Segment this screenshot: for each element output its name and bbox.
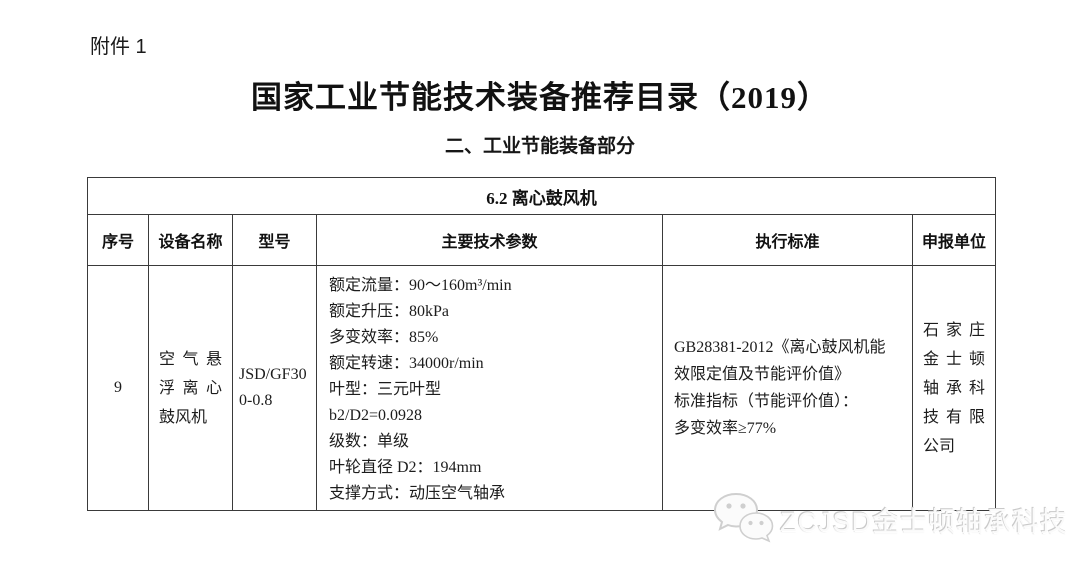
cell-device-name: 空气悬浮离心鼓风机 [148, 265, 233, 511]
watermark: ZCJSD金士顿轴承科技 [712, 490, 1068, 548]
cell-standard: GB28381-2012《离心鼓风机能效限定值及节能评价值》 标准指标（节能评价… [662, 265, 913, 511]
standard-line: GB28381-2012《离心鼓风机能效限定值及节能评价值》 [674, 339, 886, 383]
table-section-header: 6.2 离心鼓风机 [86, 177, 997, 215]
table-section-row: 6.2 离心鼓风机 [86, 177, 997, 215]
col-header-model: 型号 [232, 214, 317, 266]
col-header-device-name: 设备名称 [148, 214, 233, 266]
watermark-text: ZCJSD金士顿轴承科技 [780, 506, 1068, 537]
attachment-label: 附件 1 [90, 36, 147, 58]
parameter-line: 叶轮直径 D2：194mm [329, 459, 482, 476]
parameter-line: 级数：单级 [329, 433, 410, 450]
standard-line: 标准指标（节能评价值）： [674, 393, 859, 410]
col-header-serial: 序号 [87, 214, 149, 266]
col-header-standard: 执行标准 [662, 214, 913, 266]
parameter-line: 支撑方式：动压空气轴承 [329, 485, 506, 502]
parameter-line: 额定升压：80kPa [329, 303, 450, 320]
cell-applicant: 石家庄金士顿轴承科技有限公司 [911, 265, 997, 511]
parameter-line: 多变效率：85% [329, 329, 439, 346]
parameter-line: 额定转速：34000r/min [329, 355, 484, 372]
section-subtitle: 二、工业节能装备部分 [444, 136, 635, 157]
parameter-line: 额定流量：90～160m³/min [329, 277, 512, 294]
col-header-parameters: 主要技术参数 [316, 214, 663, 266]
equipment-table: 6.2 离心鼓风机 序号 设备名称 型号 主要技术参数 执行标准 申报单位 9 … [86, 177, 997, 511]
table-header-row: 序号 设备名称 型号 主要技术参数 执行标准 申报单位 [87, 214, 997, 266]
wechat-bubbles-icon [712, 491, 774, 548]
cell-model: JSD/GF300-0.8 [232, 265, 317, 511]
parameter-line: 叶型：三元叶型 [329, 381, 442, 398]
parameter-line: b2/D2=0.0928 [329, 407, 423, 424]
page-title: 国家工业节能技术装备推荐目录（2019） [251, 80, 829, 115]
table-row: 9 空气悬浮离心鼓风机 JSD/GF300-0.8 额定流量：90～160m³/… [87, 265, 997, 511]
cell-serial-number: 9 [87, 265, 149, 511]
cell-technical-parameters: 额定流量：90～160m³/min 额定升压：80kPa 多变效率：85% 额定… [316, 265, 663, 511]
col-header-applicant: 申报单位 [911, 214, 997, 266]
standard-line: 多变效率≥77% [674, 420, 777, 437]
